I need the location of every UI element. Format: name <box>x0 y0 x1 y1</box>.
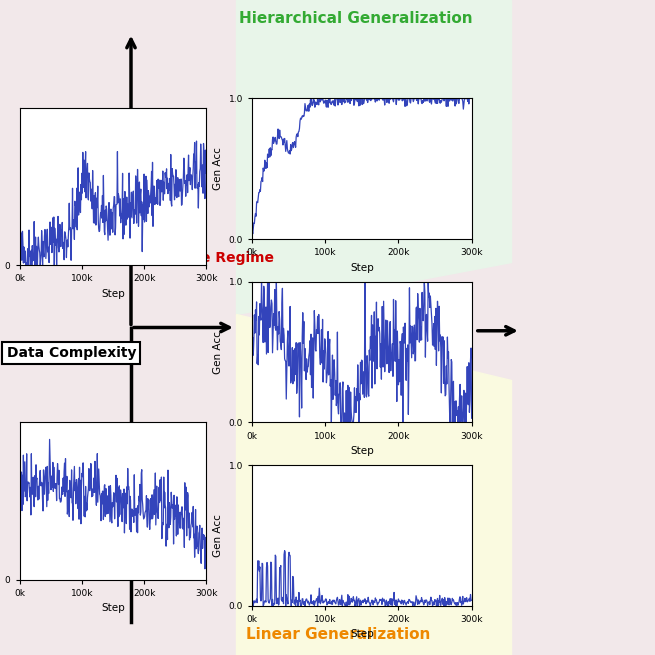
X-axis label: Step: Step <box>350 263 374 272</box>
Text: Data Complexity: Data Complexity <box>7 346 136 360</box>
Y-axis label: Gen Acc: Gen Acc <box>214 331 223 373</box>
Text: Unstable Regime: Unstable Regime <box>141 251 274 265</box>
X-axis label: Step: Step <box>350 446 374 456</box>
Polygon shape <box>236 314 511 655</box>
X-axis label: Step: Step <box>101 603 125 613</box>
Text: Hierarchical Generalization: Hierarchical Generalization <box>239 11 473 26</box>
Y-axis label: Gen Acc: Gen Acc <box>214 147 223 190</box>
Text: Linear Generalization: Linear Generalization <box>246 627 430 642</box>
X-axis label: Step: Step <box>101 289 125 299</box>
Y-axis label: Gen Acc: Gen Acc <box>214 514 223 557</box>
X-axis label: Step: Step <box>350 629 374 639</box>
Polygon shape <box>236 0 511 314</box>
